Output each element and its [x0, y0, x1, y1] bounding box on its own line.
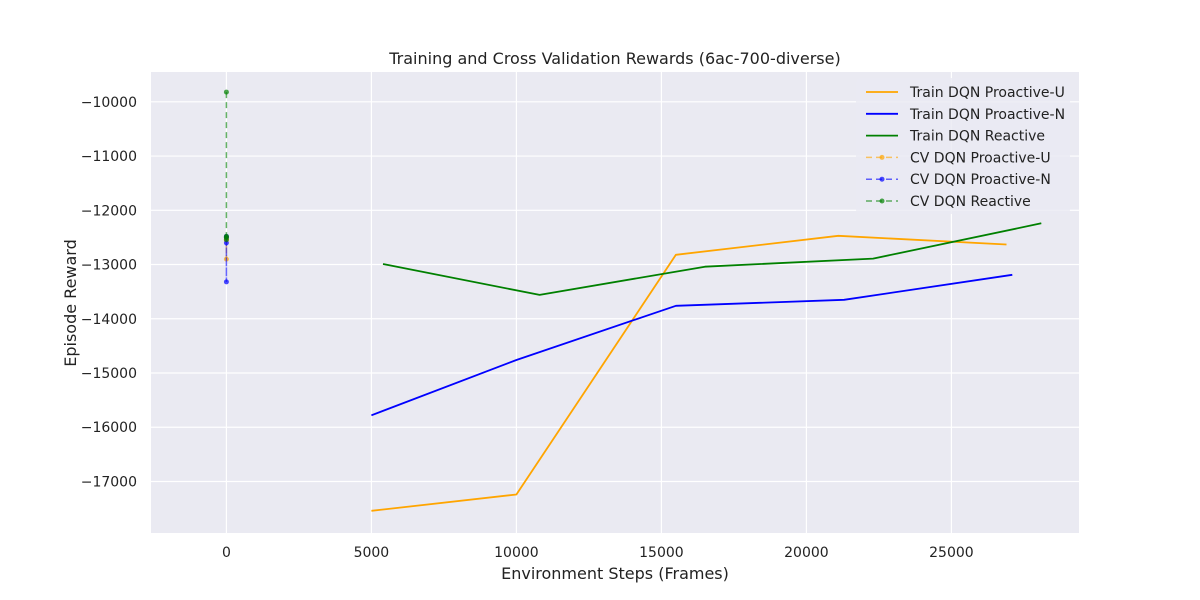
grid-lines [151, 72, 1079, 533]
series-line-train-dqn-proactive-n [371, 273, 1013, 417]
data-point-cv-dqn-reactive [223, 234, 229, 240]
legend-box [856, 78, 1070, 214]
y-tick-label: −14000 [81, 312, 137, 328]
legend-marker-cv-dqn-proactive-u [879, 154, 885, 160]
legend-label-cv-dqn-reactive: CV DQN Reactive [910, 194, 1031, 210]
y-tick-label: −12000 [81, 203, 137, 219]
y-tick-label: −16000 [81, 420, 137, 436]
x-tick-label: 10000 [494, 545, 539, 561]
x-tick-labels: 0 5000 10000 15000 20000 25000 [222, 545, 974, 561]
x-tick-label: 15000 [639, 545, 684, 561]
y-tick-label: −15000 [81, 366, 137, 382]
series-lines [223, 89, 1042, 512]
legend-marker-cv-dqn-reactive [879, 198, 885, 204]
data-point-cv-dqn-reactive [223, 89, 229, 95]
y-tick-label: −13000 [81, 258, 137, 274]
legend: Train DQN Proactive-U Train DQN Proactive… [856, 78, 1070, 214]
y-tick-label: −17000 [81, 474, 137, 490]
x-axis-label: Environment Steps (Frames) [501, 564, 729, 583]
data-point-cv-dqn-proactive-n [223, 279, 229, 285]
legend-label-train-dqn-proactive-u: Train DQN Proactive-U [909, 85, 1065, 101]
y-tick-labels: −17000 −16000 −15000 −14000 −13000 −12000 −110… [81, 95, 137, 491]
series-line-train-dqn-proactive-u [371, 234, 1007, 512]
x-tick-label: 0 [222, 545, 231, 561]
legend-label-cv-dqn-proactive-n: CV DQN Proactive-N [910, 172, 1051, 188]
chart-title: Training and Cross Validation Rewards (6… [388, 49, 840, 68]
y-tick-label: −10000 [81, 95, 137, 111]
series-line-train-dqn-reactive [382, 222, 1042, 296]
legend-label-cv-dqn-proactive-u: CV DQN Proactive-U [910, 150, 1051, 166]
y-axis-label: Episode Reward [61, 239, 80, 367]
legend-label-train-dqn-proactive-n: Train DQN Proactive-N [909, 107, 1065, 123]
x-tick-label: 20000 [784, 545, 829, 561]
y-tick-label: −11000 [81, 149, 137, 165]
legend-label-train-dqn-reactive: Train DQN Reactive [909, 129, 1045, 145]
legend-marker-cv-dqn-proactive-n [879, 176, 885, 182]
x-tick-label: 25000 [929, 545, 974, 561]
x-tick-label: 5000 [354, 545, 390, 561]
